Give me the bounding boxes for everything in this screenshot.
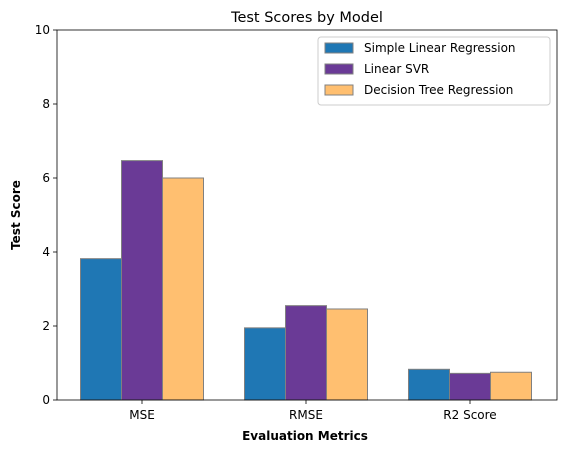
x-tick-label: R2 Score — [443, 408, 496, 422]
legend-label: Simple Linear Regression — [364, 41, 516, 55]
bar-linear-svr-r2-score — [450, 373, 491, 400]
x-axis-ticks: MSE RMSE R2 Score — [129, 400, 496, 422]
x-tick-label: MSE — [129, 408, 155, 422]
y-tick-label: 0 — [42, 393, 50, 407]
legend-swatch — [325, 43, 353, 53]
legend: Simple Linear Regression Linear SVR Decisi… — [318, 37, 550, 105]
y-tick-label: 8 — [42, 97, 50, 111]
bar-linear-svr-mse — [122, 161, 163, 400]
y-tick-label: 2 — [42, 319, 50, 333]
legend-label: Linear SVR — [364, 62, 429, 76]
bar-simple-linear-regression-mse — [81, 259, 122, 400]
y-tick-label: 10 — [35, 23, 50, 37]
legend-swatch — [325, 64, 353, 74]
legend-label: Decision Tree Regression — [364, 83, 513, 97]
bar-linear-svr-rmse — [286, 306, 327, 400]
bars-group — [81, 161, 532, 400]
bar-decision-tree-regression-rmse — [327, 309, 368, 400]
bar-simple-linear-regression-rmse — [245, 328, 286, 400]
bar-decision-tree-regression-mse — [163, 178, 204, 400]
y-tick-label: 6 — [42, 171, 50, 185]
y-axis-ticks: 0 2 4 6 8 10 — [35, 23, 57, 407]
bar-decision-tree-regression-r2-score — [491, 372, 532, 400]
legend-swatch — [325, 85, 353, 95]
y-tick-label: 4 — [42, 245, 50, 259]
x-tick-label: RMSE — [289, 408, 323, 422]
chart-title: Test Scores by Model — [230, 10, 383, 26]
y-axis-label: Test Score — [9, 180, 23, 250]
bar-simple-linear-regression-r2-score — [409, 369, 450, 400]
x-axis-label: Evaluation Metrics — [242, 429, 368, 443]
